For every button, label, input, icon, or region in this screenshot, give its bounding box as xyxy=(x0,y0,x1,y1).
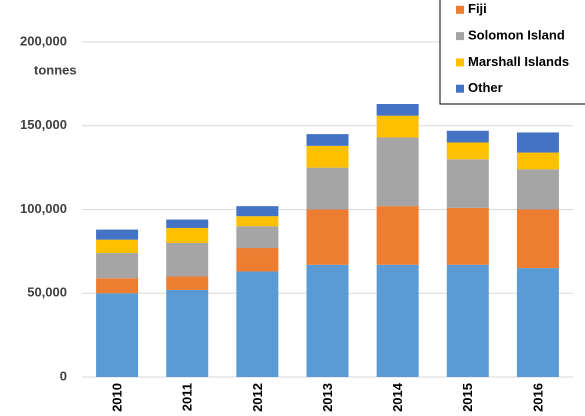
y-tick-label: 0 xyxy=(60,368,67,383)
x-tick-label: 2016 xyxy=(530,383,545,412)
bar-segment xyxy=(376,115,419,138)
bar-segment xyxy=(96,293,139,377)
bar-segment xyxy=(306,167,349,210)
bar-segment xyxy=(236,226,279,249)
bar-segment xyxy=(516,268,559,377)
y-axis-label: tonnes xyxy=(34,62,77,77)
legend-swatch xyxy=(456,58,464,67)
legend-swatch xyxy=(456,5,464,14)
bar-segment xyxy=(446,207,489,265)
bar-segment xyxy=(166,276,209,290)
y-tick-label: 100,000 xyxy=(20,201,67,216)
bar-segment xyxy=(236,271,279,377)
bar-segment xyxy=(306,145,349,168)
bar-segment xyxy=(306,134,349,146)
legend-swatch xyxy=(456,32,464,41)
x-tick-label: 2013 xyxy=(320,383,335,412)
bar-segment xyxy=(516,209,559,269)
bar-segment xyxy=(166,243,209,277)
bar-segment xyxy=(446,264,489,377)
bar-segment xyxy=(516,152,559,170)
bar-segment xyxy=(96,253,139,279)
bar-segment xyxy=(236,248,279,272)
legend-swatch xyxy=(456,84,464,93)
bar-segment xyxy=(236,216,279,227)
bar-segment xyxy=(96,239,139,254)
bar-segment xyxy=(516,132,559,153)
bar-segment xyxy=(236,206,279,217)
y-tick-label: 200,000 xyxy=(20,33,67,48)
legend-label: Solomon Island xyxy=(468,28,565,43)
x-tick-label: 2014 xyxy=(390,382,405,412)
bar-segment xyxy=(376,206,419,265)
legend-label: Marshall Islands xyxy=(468,54,569,69)
bar-segment xyxy=(166,219,209,228)
bar-segment xyxy=(96,229,139,240)
bar-segment xyxy=(306,209,349,265)
bar-segment xyxy=(516,169,559,210)
x-tick-label: 2015 xyxy=(460,383,475,412)
bar-segment xyxy=(446,159,489,208)
bar-segment xyxy=(446,130,489,143)
x-tick-label: 2010 xyxy=(110,383,125,412)
bar-segment xyxy=(376,264,419,377)
bar-segment xyxy=(166,227,209,243)
bar-segment xyxy=(446,142,489,160)
y-tick-label: 50,000 xyxy=(27,285,67,300)
y-tick-label: 150,000 xyxy=(20,117,67,132)
legend-label: Fiji xyxy=(468,1,487,16)
bar-segment xyxy=(166,289,209,377)
x-tick-label: 2012 xyxy=(250,383,265,412)
x-tick-label: 2011 xyxy=(180,383,195,411)
legend-box xyxy=(439,0,585,105)
legend-label: Other xyxy=(468,80,503,95)
bar-segment xyxy=(306,264,349,377)
bar-segment xyxy=(96,278,139,294)
bar-segment xyxy=(376,137,419,207)
bar-segment xyxy=(376,103,419,116)
